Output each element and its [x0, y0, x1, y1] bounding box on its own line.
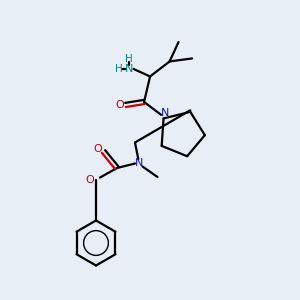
Text: N: N: [125, 64, 133, 74]
Text: O: O: [85, 175, 94, 185]
Text: N: N: [135, 158, 144, 169]
Text: O: O: [93, 143, 102, 154]
Text: H: H: [115, 64, 123, 74]
Text: O: O: [115, 100, 124, 110]
Text: N: N: [161, 107, 169, 118]
Text: H: H: [125, 54, 133, 64]
